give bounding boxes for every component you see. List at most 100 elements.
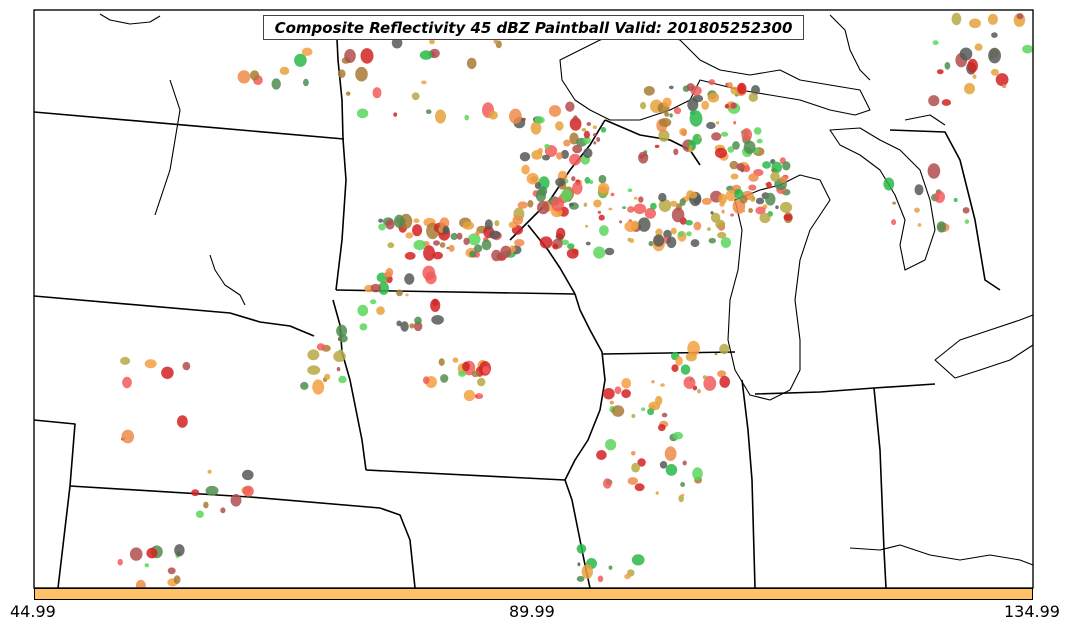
reflectivity-blob bbox=[469, 250, 477, 258]
reflectivity-blob bbox=[433, 240, 440, 246]
reflectivity-blob bbox=[987, 13, 999, 25]
reflectivity-blob bbox=[721, 131, 729, 137]
reflectivity-blob bbox=[664, 112, 670, 117]
reflectivity-blob bbox=[597, 182, 610, 194]
reflectivity-blob bbox=[120, 356, 131, 365]
reflectivity-blob bbox=[972, 74, 977, 79]
reflectivity-blob bbox=[144, 563, 150, 568]
reflectivity-blob bbox=[765, 192, 776, 206]
reflectivity-blob bbox=[413, 321, 423, 332]
reflectivity-blob bbox=[770, 171, 780, 182]
reflectivity-blob bbox=[665, 464, 678, 476]
reflectivity-blob bbox=[892, 201, 896, 205]
reflectivity-blob bbox=[303, 78, 309, 87]
reflectivity-blob bbox=[681, 493, 685, 497]
reflectivity-blob bbox=[669, 113, 673, 118]
reflectivity-blob bbox=[413, 218, 420, 223]
reflectivity-blob bbox=[237, 70, 251, 84]
reflectivity-blob bbox=[242, 469, 254, 481]
reflectivity-blob bbox=[404, 273, 415, 285]
reflectivity-blob bbox=[655, 491, 659, 495]
reflectivity-blob bbox=[936, 69, 944, 75]
reflectivity-blob bbox=[250, 70, 260, 81]
reflectivity-blob bbox=[370, 283, 381, 293]
reflectivity-blob bbox=[378, 218, 383, 223]
reflectivity-blob bbox=[629, 238, 634, 244]
reflectivity-blob bbox=[307, 349, 320, 361]
reflectivity-blob bbox=[563, 139, 571, 147]
reflectivity-blob bbox=[995, 73, 1009, 87]
reflectivity-blob bbox=[430, 298, 441, 312]
reflectivity-blob bbox=[598, 214, 605, 221]
reflectivity-blob bbox=[732, 141, 740, 150]
reflectivity-blob bbox=[748, 208, 753, 213]
reflectivity-blob bbox=[748, 92, 758, 102]
reflectivity-blob bbox=[658, 424, 666, 432]
reflectivity-blob bbox=[742, 210, 746, 213]
reflectivity-blob bbox=[279, 66, 290, 75]
reflectivity-blob bbox=[917, 223, 922, 227]
reflectivity-blob bbox=[535, 189, 547, 202]
reflectivity-blob bbox=[673, 148, 679, 156]
reflectivity-blob bbox=[307, 365, 321, 375]
reflectivity-blob bbox=[668, 85, 674, 90]
reflectivity-blob bbox=[658, 129, 670, 142]
reflectivity-blob bbox=[122, 376, 132, 389]
reflectivity-blob bbox=[934, 190, 945, 203]
reflectivity-blob bbox=[692, 133, 702, 145]
reflectivity-blob bbox=[565, 101, 575, 112]
reflectivity-blob bbox=[391, 37, 403, 49]
reflectivity-blob bbox=[542, 154, 550, 161]
reflectivity-blob bbox=[766, 181, 772, 189]
reflectivity-blob bbox=[167, 567, 176, 575]
reflectivity-blob bbox=[941, 99, 952, 106]
reflectivity-blob bbox=[316, 343, 325, 351]
reflectivity-blob bbox=[729, 160, 739, 170]
reflectivity-blob bbox=[405, 293, 409, 297]
reflectivity-blob bbox=[324, 373, 331, 381]
reflectivity-blob bbox=[488, 110, 498, 120]
map-title: Composite Reflectivity 45 dBZ Paintball … bbox=[263, 15, 804, 40]
reflectivity-blob bbox=[230, 494, 242, 507]
reflectivity-blob bbox=[624, 573, 631, 580]
reflectivity-blob bbox=[730, 86, 739, 95]
reflectivity-blob bbox=[458, 370, 467, 377]
reflectivity-blob bbox=[659, 117, 672, 127]
reflectivity-blob bbox=[670, 200, 678, 207]
reflectivity-blob bbox=[751, 85, 760, 95]
reflectivity-blob bbox=[670, 227, 677, 235]
reflectivity-blob bbox=[484, 219, 493, 230]
reflectivity-blob bbox=[383, 271, 392, 278]
reflectivity-blob bbox=[953, 197, 958, 203]
reflectivity-blob bbox=[637, 217, 651, 232]
reflectivity-blob bbox=[638, 196, 644, 203]
reflectivity-blob bbox=[624, 221, 637, 232]
reflectivity-blob bbox=[928, 95, 940, 107]
reflectivity-blob bbox=[452, 357, 459, 363]
reflectivity-blob bbox=[690, 239, 700, 248]
reflectivity-blob bbox=[891, 219, 897, 226]
reflectivity-blob bbox=[396, 289, 403, 297]
reflectivity-blob bbox=[681, 129, 687, 137]
reflectivity-blob bbox=[714, 147, 728, 159]
reflectivity-blob bbox=[355, 66, 368, 82]
reflectivity-blob bbox=[659, 461, 668, 469]
reflectivity-blob bbox=[464, 114, 470, 121]
reflectivity-blob bbox=[475, 230, 480, 236]
reflectivity-blob bbox=[312, 379, 325, 395]
reflectivity-blob bbox=[586, 122, 592, 126]
reflectivity-blob bbox=[500, 245, 512, 258]
reflectivity-blob bbox=[584, 224, 589, 228]
reflectivity-blob bbox=[544, 143, 550, 149]
reflectivity-blob bbox=[608, 565, 613, 570]
reflectivity-blob bbox=[471, 370, 480, 378]
reflectivity-blob bbox=[438, 358, 445, 366]
reflectivity-blob bbox=[633, 196, 638, 200]
reflectivity-blob bbox=[701, 100, 710, 110]
reflectivity-blob bbox=[429, 39, 435, 45]
reflectivity-blob bbox=[701, 197, 712, 205]
reflectivity-blob bbox=[519, 152, 531, 162]
reflectivity-blob bbox=[555, 121, 564, 131]
reflectivity-blob bbox=[737, 82, 747, 95]
reflectivity-blob bbox=[301, 47, 313, 56]
